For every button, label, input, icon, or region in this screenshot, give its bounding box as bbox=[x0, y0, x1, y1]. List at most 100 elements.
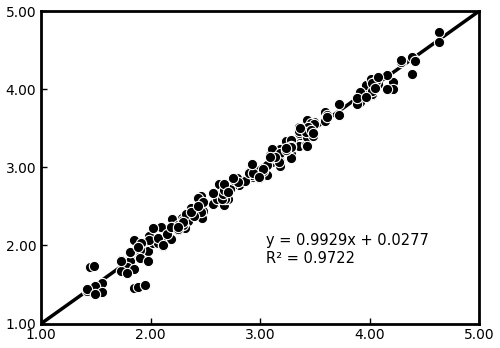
Point bbox=[295, 128, 303, 133]
Point bbox=[215, 199, 223, 205]
Point bbox=[224, 189, 232, 195]
Point bbox=[368, 88, 376, 94]
Point bbox=[302, 129, 310, 134]
Point bbox=[229, 182, 237, 188]
Point bbox=[123, 264, 131, 270]
Point bbox=[182, 216, 190, 221]
Point bbox=[190, 208, 198, 214]
Point bbox=[287, 137, 295, 143]
Point bbox=[287, 151, 295, 157]
Point bbox=[215, 181, 223, 187]
Point bbox=[158, 243, 166, 249]
Point bbox=[368, 93, 376, 98]
Point bbox=[310, 121, 318, 127]
Point bbox=[126, 250, 134, 255]
Point bbox=[248, 161, 256, 167]
Point bbox=[154, 240, 162, 246]
Point bbox=[353, 96, 361, 101]
Point bbox=[144, 258, 152, 264]
Point bbox=[307, 127, 315, 133]
Point bbox=[222, 189, 230, 195]
Point bbox=[294, 130, 302, 135]
Point bbox=[266, 154, 274, 160]
Point bbox=[307, 120, 315, 126]
Point bbox=[144, 248, 152, 254]
Point bbox=[164, 233, 172, 238]
Point bbox=[178, 215, 186, 221]
Point bbox=[276, 146, 284, 152]
Point bbox=[282, 147, 290, 152]
Point bbox=[362, 94, 370, 100]
Point bbox=[256, 175, 264, 181]
Point bbox=[303, 143, 311, 149]
Point bbox=[256, 174, 264, 180]
Point bbox=[258, 166, 266, 172]
Point bbox=[199, 199, 207, 204]
Point bbox=[90, 284, 98, 289]
Point bbox=[308, 132, 316, 137]
Point bbox=[323, 114, 331, 120]
Point bbox=[246, 169, 254, 175]
Point bbox=[117, 268, 125, 274]
Point bbox=[248, 172, 256, 177]
Point bbox=[362, 82, 370, 88]
Point bbox=[268, 147, 276, 152]
Point bbox=[136, 250, 143, 255]
Point bbox=[356, 89, 364, 95]
Point bbox=[182, 211, 190, 217]
Point bbox=[372, 79, 380, 84]
Point bbox=[130, 286, 138, 291]
Text: y = 0.9929x + 0.0277
R² = 0.9722: y = 0.9929x + 0.0277 R² = 0.9722 bbox=[266, 233, 428, 266]
Point bbox=[268, 159, 276, 165]
Point bbox=[198, 209, 205, 214]
Point bbox=[288, 143, 296, 149]
Point bbox=[210, 190, 218, 196]
Point bbox=[187, 209, 195, 214]
Point bbox=[117, 258, 125, 263]
Point bbox=[180, 220, 188, 225]
Point bbox=[130, 267, 138, 272]
Point bbox=[249, 174, 257, 180]
Point bbox=[276, 150, 283, 156]
Point bbox=[229, 175, 237, 181]
Point bbox=[246, 170, 254, 175]
Point bbox=[226, 187, 234, 192]
Point bbox=[368, 92, 376, 97]
Point bbox=[134, 248, 141, 254]
Point bbox=[230, 179, 238, 184]
Point bbox=[116, 257, 124, 262]
Point bbox=[90, 291, 98, 296]
Point bbox=[179, 218, 187, 223]
Point bbox=[116, 258, 124, 264]
Point bbox=[166, 224, 174, 230]
Point bbox=[367, 84, 375, 90]
Point bbox=[302, 134, 310, 140]
Point bbox=[412, 58, 420, 64]
Point bbox=[235, 182, 243, 187]
Point bbox=[138, 244, 145, 249]
Point bbox=[353, 101, 361, 107]
Point bbox=[296, 125, 304, 131]
Point bbox=[374, 74, 382, 80]
Point bbox=[435, 29, 443, 34]
Point bbox=[302, 142, 310, 148]
Point bbox=[187, 206, 195, 211]
Point bbox=[282, 147, 290, 152]
Point bbox=[178, 219, 186, 224]
Point bbox=[98, 289, 106, 295]
Point bbox=[168, 224, 175, 230]
Point bbox=[82, 288, 90, 294]
Point bbox=[220, 197, 228, 203]
Point bbox=[184, 218, 192, 223]
Point bbox=[149, 240, 157, 246]
Point bbox=[383, 72, 391, 78]
Point bbox=[198, 193, 205, 199]
Point bbox=[294, 125, 302, 130]
Point bbox=[218, 189, 226, 194]
Point bbox=[126, 256, 134, 262]
Point bbox=[178, 221, 186, 227]
Point bbox=[154, 236, 162, 241]
Point bbox=[241, 177, 249, 183]
Point bbox=[295, 143, 303, 149]
Point bbox=[134, 284, 141, 290]
